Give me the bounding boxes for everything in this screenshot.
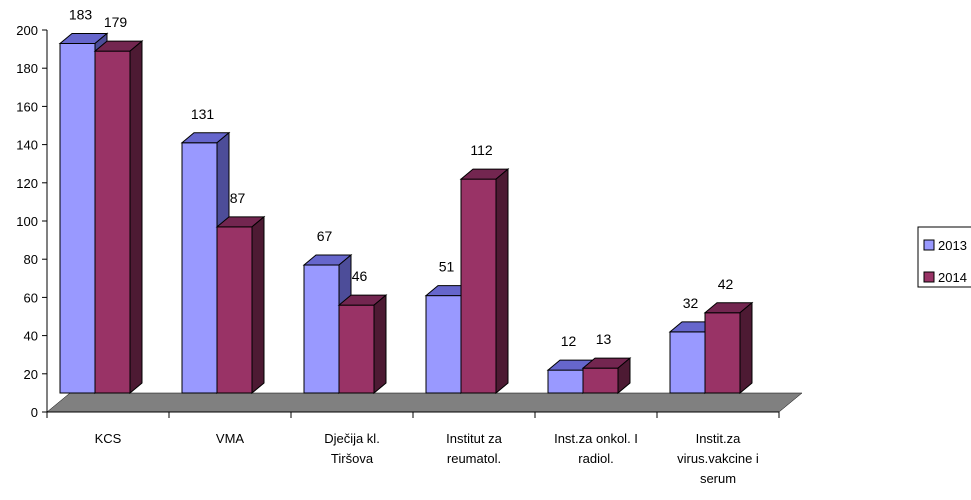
y-tick-label: 120 [16, 176, 38, 191]
y-tick-label: 200 [16, 23, 38, 38]
bar-2014-front [582, 367, 619, 394]
data-label: 46 [352, 268, 368, 284]
x-category-label-line: KCS [95, 431, 122, 446]
y-tick-label: 160 [16, 99, 38, 114]
x-category-label-line: reumatol. [447, 451, 501, 466]
bar-2014-side [495, 168, 509, 395]
legend-swatch-2014 [923, 271, 935, 283]
data-label: 12 [561, 333, 577, 349]
y-tick-label: 0 [31, 405, 38, 420]
data-label: 183 [69, 6, 93, 22]
legend-label-2013: 2013 [938, 238, 967, 253]
data-label: 67 [317, 228, 333, 244]
bar-2014-front [338, 304, 375, 394]
x-category-label-line: Institut za [446, 431, 502, 446]
chart-floor [46, 392, 803, 413]
x-category-label-line: serum [700, 471, 736, 486]
data-label: 179 [104, 14, 128, 30]
data-label: 87 [230, 190, 246, 206]
bar-2013-front [425, 295, 462, 394]
bar-2013-front [669, 331, 706, 394]
y-tick-label: 100 [16, 214, 38, 229]
bar-2013-front [303, 264, 340, 394]
y-tick-label: 20 [24, 367, 38, 382]
y-tick-label: 60 [24, 290, 38, 305]
bar-2014-side [251, 215, 265, 395]
data-labels: 183 179 131 87 67 46 51 112 12 13 32 42 [69, 6, 734, 349]
x-axis-categories: KCS VMA Dječija kl. Tiršova Institut za reuma… [46, 412, 780, 486]
data-label: 42 [718, 276, 734, 292]
x-category-label-line: VMA [216, 431, 245, 446]
bar-2014-front [460, 178, 497, 394]
legend-label-2014: 2014 [938, 270, 967, 285]
bar-2014-front [216, 226, 253, 394]
x-category-label: VMA [216, 431, 245, 446]
legend-swatch-2013 [923, 239, 935, 251]
data-label: 32 [683, 295, 699, 311]
bar-2013-front [181, 142, 218, 394]
y-tick-label: 180 [16, 61, 38, 76]
x-category-label-line: radiol. [578, 451, 613, 466]
data-label: 131 [191, 106, 215, 122]
bar-2013-front [59, 42, 96, 394]
bars-group [58, 32, 754, 395]
x-category-label-line: virus.vakcine i [677, 451, 759, 466]
bar-2014-front [704, 312, 741, 394]
bar-2014-side [739, 301, 753, 395]
x-category-label: Institut za reumatol. [446, 431, 502, 466]
x-category-label-line: Dječija kl. [324, 431, 380, 446]
data-label: 112 [470, 142, 493, 158]
y-tick-label: 40 [24, 329, 38, 344]
data-label: 13 [596, 331, 612, 347]
bar-2014-side [617, 357, 631, 395]
bar-2014-front [94, 50, 131, 394]
legend: 2013 2014 [917, 226, 971, 288]
bar-2014-side [129, 40, 143, 395]
x-category-label: Inst.za onkol. I radiol. [554, 431, 638, 466]
x-category-label: Dječija kl. Tiršova [324, 431, 380, 466]
x-category-label-line: Tiršova [331, 451, 374, 466]
x-category-label-line: Inst.za onkol. I [554, 431, 638, 446]
x-category-label-line: Instit.za [696, 431, 742, 446]
y-tick-label: 140 [16, 138, 38, 153]
y-axis-ticks: 0 20 40 60 80 100 120 140 160 180 200 [16, 23, 47, 420]
x-category-label: KCS [95, 431, 122, 446]
x-category-label: Instit.za virus.vakcine i serum [677, 431, 759, 486]
y-tick-label: 80 [24, 252, 38, 267]
bar-2013-front [547, 369, 584, 394]
bar-2014-side [373, 294, 387, 395]
data-label: 51 [439, 259, 455, 275]
